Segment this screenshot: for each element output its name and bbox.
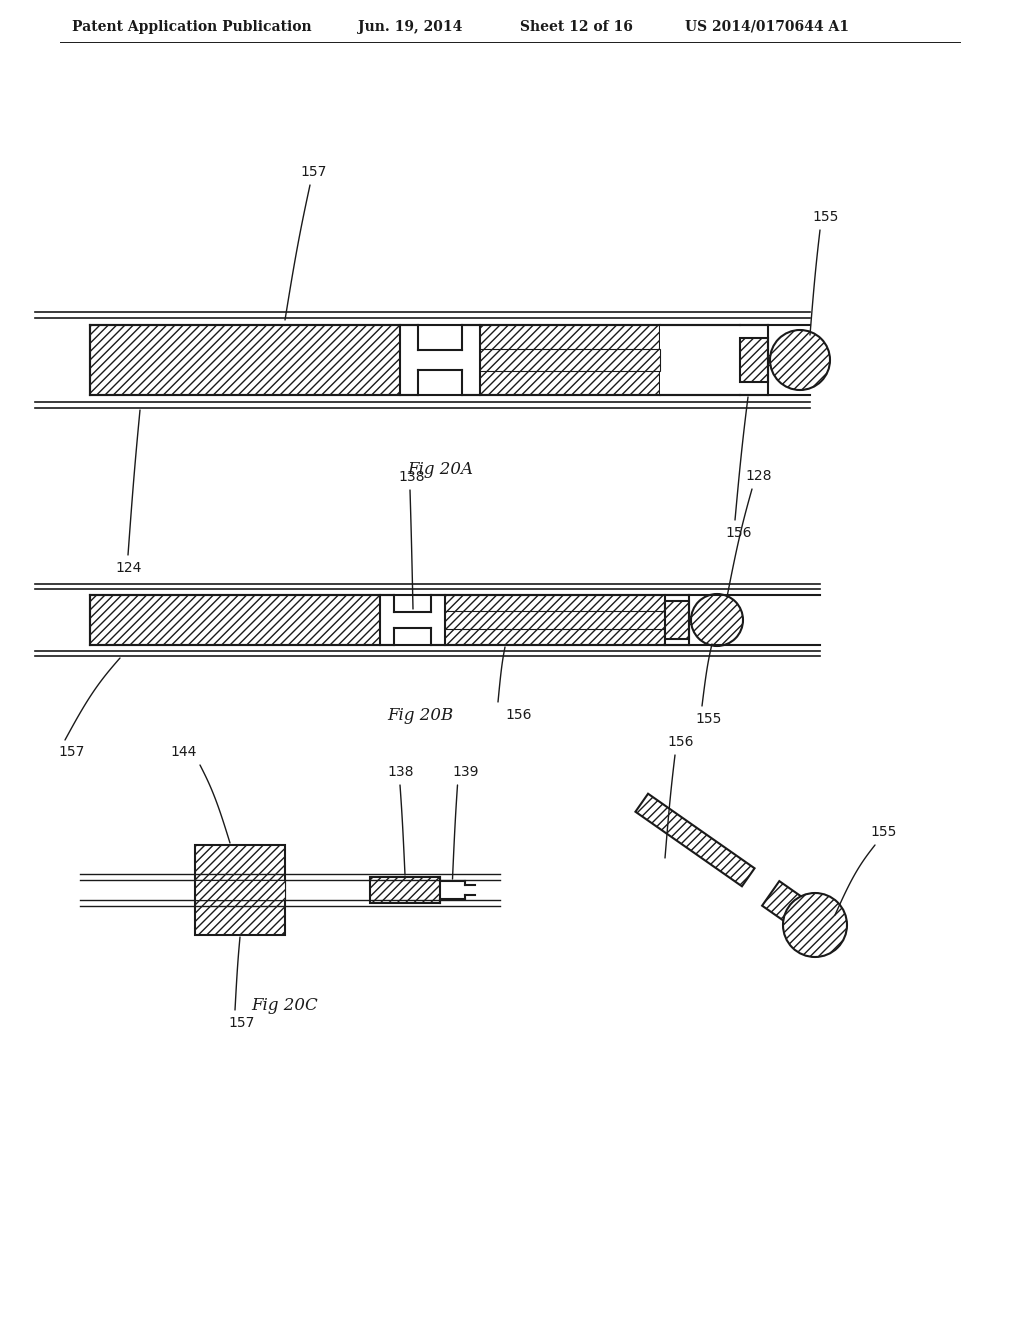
Circle shape <box>691 594 743 645</box>
Text: 128: 128 <box>745 469 771 483</box>
Text: Fig 20B: Fig 20B <box>387 706 454 723</box>
Text: Sheet 12 of 16: Sheet 12 of 16 <box>520 20 633 34</box>
Text: 156: 156 <box>667 735 693 748</box>
Bar <box>480 325 660 395</box>
Bar <box>195 880 285 900</box>
Bar <box>445 611 665 630</box>
Text: 155: 155 <box>812 210 839 224</box>
Bar <box>418 350 462 370</box>
Polygon shape <box>636 793 755 886</box>
Bar <box>90 325 400 395</box>
Text: 156: 156 <box>725 525 752 540</box>
Bar <box>370 876 440 903</box>
Text: Fig 20C: Fig 20C <box>252 997 318 1014</box>
Text: 157: 157 <box>228 1016 254 1030</box>
Bar <box>90 595 380 645</box>
Bar <box>740 338 768 381</box>
Text: Jun. 19, 2014: Jun. 19, 2014 <box>358 20 463 34</box>
Bar <box>480 348 660 371</box>
Text: 156: 156 <box>505 708 531 722</box>
Text: 124: 124 <box>115 561 141 576</box>
Text: 155: 155 <box>695 711 721 726</box>
Text: 138: 138 <box>398 470 425 484</box>
Text: Patent Application Publication: Patent Application Publication <box>72 20 311 34</box>
Bar <box>445 595 665 645</box>
Text: 144: 144 <box>170 744 197 759</box>
Text: US 2014/0170644 A1: US 2014/0170644 A1 <box>685 20 849 34</box>
Circle shape <box>770 330 830 389</box>
Bar <box>660 325 740 395</box>
Text: 138: 138 <box>387 766 414 779</box>
Circle shape <box>783 894 847 957</box>
Text: 157: 157 <box>300 165 327 180</box>
Text: 155: 155 <box>870 825 896 840</box>
Text: Fig 20A: Fig 20A <box>407 462 473 479</box>
Bar <box>665 601 689 639</box>
Text: 157: 157 <box>58 744 84 759</box>
Bar <box>195 845 285 935</box>
Polygon shape <box>762 882 804 923</box>
Bar <box>394 612 431 628</box>
Text: 139: 139 <box>453 766 479 779</box>
